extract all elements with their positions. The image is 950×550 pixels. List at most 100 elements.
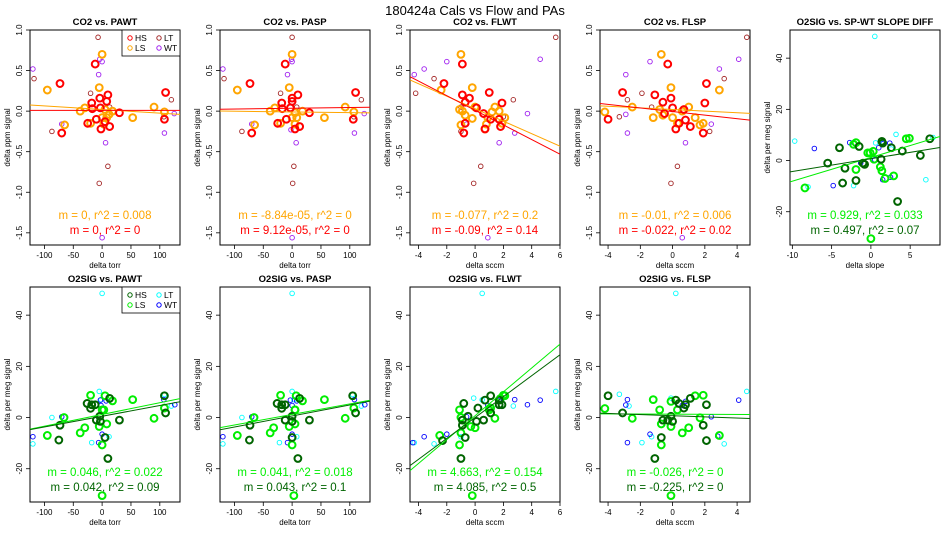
plot-area <box>220 34 370 241</box>
data-point-hs <box>656 433 666 442</box>
y-tick-label: 0.0 <box>15 105 24 117</box>
data-point-wt <box>289 234 295 241</box>
fit-annotation: m = 0, r^2 = 0.008 <box>59 210 152 222</box>
panel-title: O2SIG vs. FLSP <box>639 274 711 285</box>
regression-line-ls <box>600 105 750 114</box>
data-point-lt <box>221 75 227 82</box>
y-tick-label: -1.5 <box>15 225 24 239</box>
y-tick-label: 20 <box>15 361 24 370</box>
data-point-wt <box>102 140 109 146</box>
data-point-wt <box>511 396 518 403</box>
data-point-hs <box>457 420 467 430</box>
plot-area <box>410 290 560 501</box>
plot-area <box>30 290 180 501</box>
data-point-lt <box>289 388 295 395</box>
y-tick-label: -1.5 <box>585 225 594 239</box>
data-point-wt <box>679 234 686 241</box>
y-tick-label: 0 <box>395 415 404 420</box>
data-point-wt <box>875 144 882 151</box>
data-point-hs <box>115 415 124 425</box>
data-point-hs <box>96 124 106 134</box>
data-point-ls <box>467 83 477 93</box>
data-point-wt <box>708 121 715 127</box>
data-point-ls <box>494 106 504 116</box>
data-point-hs <box>486 408 496 418</box>
data-point-ls <box>42 85 52 95</box>
fit-annotation: m = 0.046, r^2 = 0.022 <box>47 467 162 479</box>
x-tick-label: 50 <box>127 508 136 517</box>
y-tick-label: -1.5 <box>395 225 404 239</box>
data-point-hs <box>679 403 689 413</box>
panel-title: O2SIG vs. FLWT <box>448 274 522 285</box>
data-point-hs <box>439 79 449 88</box>
data-point-ls <box>149 102 159 112</box>
data-point-ls <box>880 174 890 183</box>
data-point-hs <box>91 415 101 425</box>
data-point-wt <box>410 439 416 446</box>
data-point-lt <box>721 441 727 447</box>
x-tick-label: -2 <box>443 251 451 260</box>
x-tick-label: 100 <box>343 508 357 517</box>
data-point-ls <box>276 390 285 400</box>
plot-frame <box>789 29 941 246</box>
data-point-wt <box>421 433 427 440</box>
legend-label: WT <box>164 43 177 53</box>
data-point-wt <box>647 58 653 65</box>
data-point-wt <box>624 439 631 446</box>
panel-title: O2SIG vs. PAWT <box>68 274 142 285</box>
data-point-ls <box>600 107 610 117</box>
panel-title: O2SIG vs. PASP <box>259 274 332 285</box>
data-point-lt <box>289 290 295 297</box>
panel-title: CO2 vs. PASP <box>263 17 327 28</box>
legend-marker-lt <box>156 292 162 298</box>
data-point-hs <box>700 98 710 108</box>
x-tick-label: 100 <box>153 508 167 517</box>
data-point-hs <box>480 395 490 405</box>
x-tick-label: 0 <box>100 251 105 260</box>
data-point-ls <box>684 423 694 433</box>
data-point-lt <box>277 90 284 97</box>
x-tick-label: 2 <box>501 251 506 260</box>
data-point-ls <box>648 395 658 405</box>
data-point-hs <box>681 115 690 125</box>
data-point-hs <box>348 114 358 124</box>
data-point-lt <box>872 33 878 40</box>
data-point-lt <box>721 75 727 82</box>
data-point-ls <box>490 413 500 423</box>
data-point-hs <box>273 118 283 128</box>
data-point-hs <box>618 408 627 418</box>
data-point-ls <box>340 102 350 112</box>
plot-frame <box>409 29 561 246</box>
data-point-hs <box>878 138 888 148</box>
data-point-lt <box>239 128 245 135</box>
x-tick-label: 0 <box>670 508 675 517</box>
x-axis-label: delta sccm <box>466 518 505 527</box>
data-point-wt <box>537 397 543 403</box>
data-point-ls <box>627 413 637 423</box>
panel-co2-flsp: CO2 vs. FLSP -4 -2 0 2 4 -1.5 -1.0 -0.5 0.0 0.5 1.0… <box>573 17 751 270</box>
legend-marker-hs <box>127 292 133 298</box>
y-axis-label: delta per meg signal <box>3 358 12 430</box>
data-point-lt <box>791 138 798 144</box>
data-point-ls <box>677 428 687 438</box>
legend-marker-lt <box>156 35 162 41</box>
data-point-hs <box>57 128 67 138</box>
data-point-hs <box>671 124 681 134</box>
data-point-lt <box>96 388 102 395</box>
data-point-ls <box>656 440 666 450</box>
data-point-wt <box>220 433 226 440</box>
data-point-wt <box>289 58 295 65</box>
data-point-ls <box>800 183 810 193</box>
y-tick-label: 0.0 <box>205 105 214 117</box>
data-point-lt <box>358 97 365 103</box>
data-point-ls <box>128 113 138 123</box>
data-point-ls <box>889 171 899 181</box>
data-point-ls <box>298 106 307 116</box>
data-point-hs <box>293 90 303 100</box>
data-point-hs <box>245 79 255 88</box>
x-axis-label: delta torr <box>279 261 311 270</box>
regression-line-hs <box>600 103 750 121</box>
data-point-hs <box>103 90 113 100</box>
y-tick-label: 0 <box>585 415 594 420</box>
